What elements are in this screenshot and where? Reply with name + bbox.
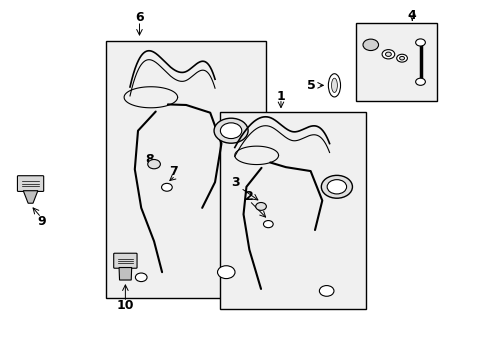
Text: 1: 1 — [276, 90, 285, 103]
Bar — [220, 112, 366, 309]
Circle shape — [214, 118, 247, 143]
Text: 3: 3 — [231, 176, 240, 189]
Text: 6: 6 — [135, 11, 143, 24]
Ellipse shape — [331, 78, 337, 93]
Text: 7: 7 — [169, 165, 178, 177]
Polygon shape — [119, 267, 131, 280]
Circle shape — [415, 78, 425, 85]
Text: 5: 5 — [306, 79, 315, 92]
FancyBboxPatch shape — [114, 253, 137, 268]
Text: 9: 9 — [37, 215, 45, 228]
Text: 10: 10 — [116, 299, 134, 312]
Circle shape — [161, 183, 172, 191]
Bar — [106, 41, 266, 298]
Text: 4: 4 — [407, 9, 416, 22]
Circle shape — [385, 52, 390, 57]
Circle shape — [321, 175, 352, 198]
Circle shape — [319, 285, 333, 296]
Text: 2: 2 — [244, 190, 253, 203]
Ellipse shape — [328, 74, 340, 97]
Text: 8: 8 — [144, 153, 153, 166]
Circle shape — [396, 54, 407, 62]
Polygon shape — [23, 191, 38, 203]
Circle shape — [255, 203, 266, 210]
Circle shape — [415, 39, 425, 46]
Circle shape — [217, 266, 235, 279]
FancyBboxPatch shape — [18, 176, 43, 192]
Circle shape — [399, 57, 404, 60]
Circle shape — [362, 39, 378, 50]
Circle shape — [147, 159, 160, 169]
Bar — [356, 23, 436, 102]
Circle shape — [135, 273, 147, 282]
Circle shape — [326, 180, 346, 194]
Circle shape — [263, 221, 273, 228]
Circle shape — [381, 50, 394, 59]
Circle shape — [220, 123, 241, 139]
